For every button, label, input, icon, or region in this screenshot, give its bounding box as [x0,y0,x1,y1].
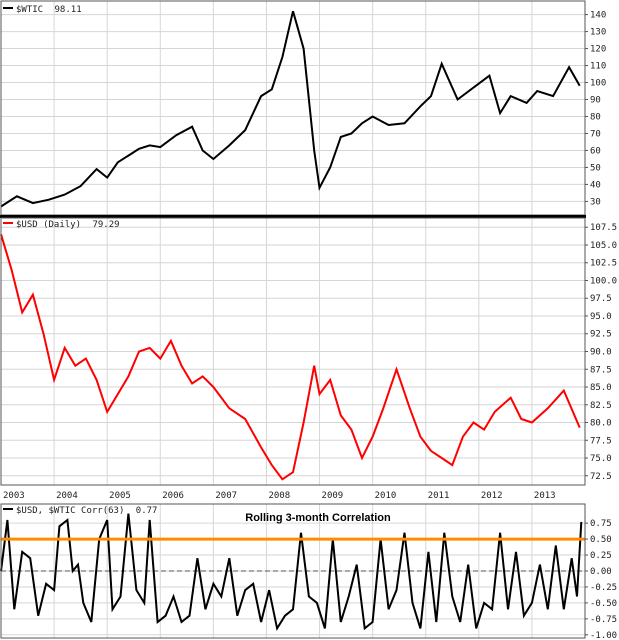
wtic-ytick-label: 50 [590,163,601,173]
year-axis-label: 2005 [109,491,131,501]
usd-ytick-label: 97.5 [590,294,612,304]
correlation-annotation: Rolling 3-month Correlation [245,512,391,524]
wtic-legend: $WTIC 98.11 [3,5,82,15]
wtic-ytick-label: 40 [590,180,601,190]
usd-ytick-label: 95.0 [590,312,612,322]
usd-price-line [0,234,581,481]
correlation-ytick-label: 0.75 [590,519,612,529]
usd-ytick-label: 85.0 [590,383,612,393]
usd-ytick-label: 105.0 [590,241,617,251]
year-axis-label: 2012 [481,491,503,501]
wtic-ytick-label: 100 [590,79,606,89]
correlation-ytick-label: -0.50 [590,599,617,609]
usd-ytick-label: 75.0 [590,454,612,464]
usd-ytick-label: 80.0 [590,419,612,429]
correlation-last-value: 0.77 [136,506,158,516]
correlation-panel: -1.00 -0.75 -0.50 -0.25 0.00 0.25 0.50 0.75 $US… [0,503,617,640]
correlation-ytick-label: -0.25 [590,583,617,593]
wtic-ytick-label: 80 [590,112,601,122]
usd-ytick-label: 100.0 [590,276,617,286]
correlation-legend-label: $USD, $WTIC Corr(63) [16,506,124,516]
correlation-ytick-label: -0.75 [590,615,617,625]
wtic-ytick-label: 120 [590,45,606,55]
year-axis-label: 2003 [3,491,25,501]
wtic-ytick-label: 30 [590,197,601,207]
correlation-legend: $USD, $WTIC Corr(63) 0.77 [3,506,157,516]
usd-legend-label: $USD (Daily) [16,220,81,230]
usd-ytick-label: 77.5 [590,436,612,446]
usd-ytick-label: 92.5 [590,330,612,340]
year-axis-label: 2011 [428,491,450,501]
correlation-ytick-label: -1.00 [590,631,617,640]
usd-ytick-label: 87.5 [590,365,612,375]
year-axis-label: 2006 [162,491,184,501]
correlation-ytick-label: 0.25 [590,551,612,561]
usd-ytick-label: 102.5 [590,259,617,269]
usd-ytick-label: 107.5 [590,223,617,233]
wtic-legend-label: $WTIC [16,5,43,15]
usd-ytick-label: 90.0 [590,348,612,358]
panel-separator [0,215,586,218]
wtic-ytick-label: 130 [590,28,606,38]
wtic-last-value: 98.11 [55,5,82,15]
usd-last-value: 79.29 [92,220,119,230]
usd-ytick-label: 72.5 [590,472,612,482]
wtic-ytick-label: 90 [590,96,601,106]
svg-text:$USD, $WTIC Corr(63) 0: $USD, $WTIC Corr(63) 0.77 [16,506,157,516]
correlation-ytick-label: 0.50 [590,535,612,545]
year-axis-label: 2010 [375,491,397,501]
wtic-price-line [0,10,581,208]
svg-text:$USD (Daily) 79.29: $USD (Daily) 79.29 [16,220,120,230]
year-axis-label: 2007 [215,491,237,501]
wtic-ytick-label: 60 [590,146,601,156]
wtic-ytick-label: 70 [590,129,601,139]
correlation-ytick-label: 0.00 [590,567,612,577]
year-axis-label: 2008 [268,491,290,501]
svg-text:$WTIC 98.11: $WTIC 98.11 [16,5,82,15]
wtic-ytick-label: 140 [590,11,606,21]
correlation-line [0,513,583,632]
usd-panel: 72.5 75.0 77.5 80.0 82.5 85.0 87.5 90.0 92.5 95.0… [0,217,617,501]
wtic-ytick-label: 110 [590,62,606,72]
year-axis-label: 2009 [322,491,344,501]
usd-legend: $USD (Daily) 79.29 [3,220,120,230]
year-axis-label: 2013 [534,491,556,501]
year-axis-label: 2004 [56,491,78,501]
wtic-panel: 30 40 50 60 70 80 90 100 110 120 130 140 $WTIC 98.1… [0,0,606,216]
usd-ytick-label: 82.5 [590,401,612,411]
